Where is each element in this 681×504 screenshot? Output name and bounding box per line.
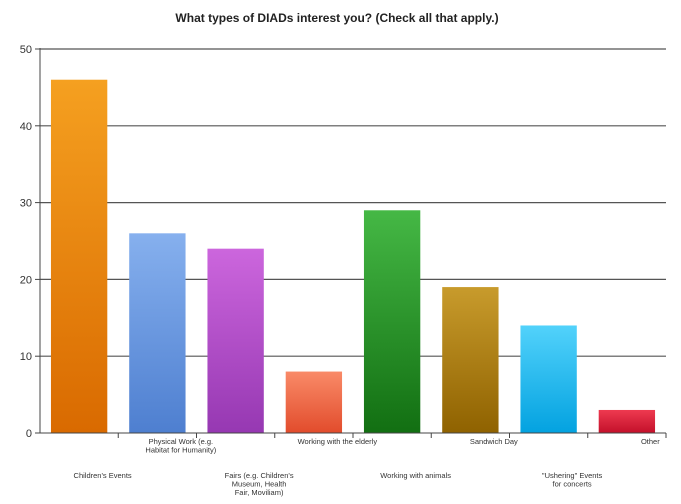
y-tick-label: 40 [20, 121, 32, 133]
bar [520, 325, 577, 433]
y-axis-ticks: 0 10 20 30 40 50 [20, 44, 40, 440]
bar [50, 79, 108, 433]
x-tick-label: Physical Work (e.g. Habitat for Humanity) [145, 437, 216, 455]
x-tick-label: "Ushering" Events for concerts [542, 471, 603, 489]
x-axis-ticks [117, 433, 667, 438]
y-tick-label: 50 [20, 44, 32, 56]
y-tick-label: 30 [20, 198, 32, 210]
bar [207, 248, 264, 433]
x-tick-label: Other [641, 437, 660, 446]
x-tick-label: Children's Events [74, 471, 132, 480]
bar [285, 371, 343, 433]
x-tick-label: Sandwich Day [470, 437, 518, 446]
y-tick-label: 10 [20, 351, 32, 363]
y-tick-label: 0 [26, 428, 32, 440]
x-axis-labels: Children's Events Physical Work (e.g. Habi… [74, 437, 661, 497]
bar [442, 287, 499, 433]
x-tick-label: Working with the elderly [298, 437, 378, 446]
chart-title: What types of DIADs interest you? (Check… [175, 11, 498, 25]
bar [598, 409, 656, 433]
bar [363, 210, 421, 433]
x-tick-label: Working with animals [380, 471, 451, 480]
y-tick-label: 20 [20, 274, 32, 286]
x-tick-label: Fairs (e.g. Children's Museum, Health Fair… [225, 471, 294, 497]
bars [50, 79, 656, 433]
bar [129, 233, 186, 433]
